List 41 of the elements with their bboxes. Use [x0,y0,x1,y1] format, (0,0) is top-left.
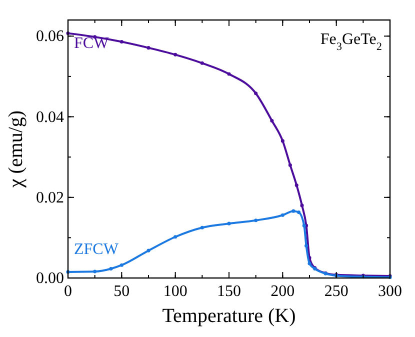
annotation: Fe$_{3}$GeTe$_{2}$ [320,31,382,53]
point [200,226,204,230]
point [280,139,284,143]
x-tick-label: 100 [163,283,188,300]
point [292,209,296,213]
series-label: FCW [74,35,110,52]
point [288,163,292,167]
x-tick-label: 50 [114,283,130,300]
x-tick-label: 0 [64,283,72,300]
x-tick-label: 300 [378,283,402,300]
x-tick-label: 150 [217,283,241,300]
point [294,184,298,188]
point [146,248,150,252]
point [304,244,308,248]
x-axis-title: Temperature (K) [162,305,296,327]
y-tick-label: 0.04 [36,108,64,126]
point [270,119,274,123]
point [308,262,312,266]
point [109,266,113,271]
point [254,218,258,222]
y-tick-label: 0.02 [36,189,64,206]
x-tick-label: 200 [270,283,295,300]
point [93,270,97,274]
point [200,61,204,65]
point [227,222,231,226]
point [280,213,284,217]
point [296,210,301,214]
point [300,204,304,208]
point [120,263,124,267]
point [174,235,178,239]
y-axis-title: χ (emu/g) [5,110,27,189]
point [120,40,124,44]
series-label: ZFCW [74,240,120,258]
point [227,72,231,76]
y-tick-label: 0.00 [36,270,64,287]
point [174,52,178,56]
x-tick-label: 250 [324,283,348,300]
point [146,46,150,50]
y-tick-label: 0.06 [36,28,64,46]
point [302,224,306,228]
point [254,92,258,96]
